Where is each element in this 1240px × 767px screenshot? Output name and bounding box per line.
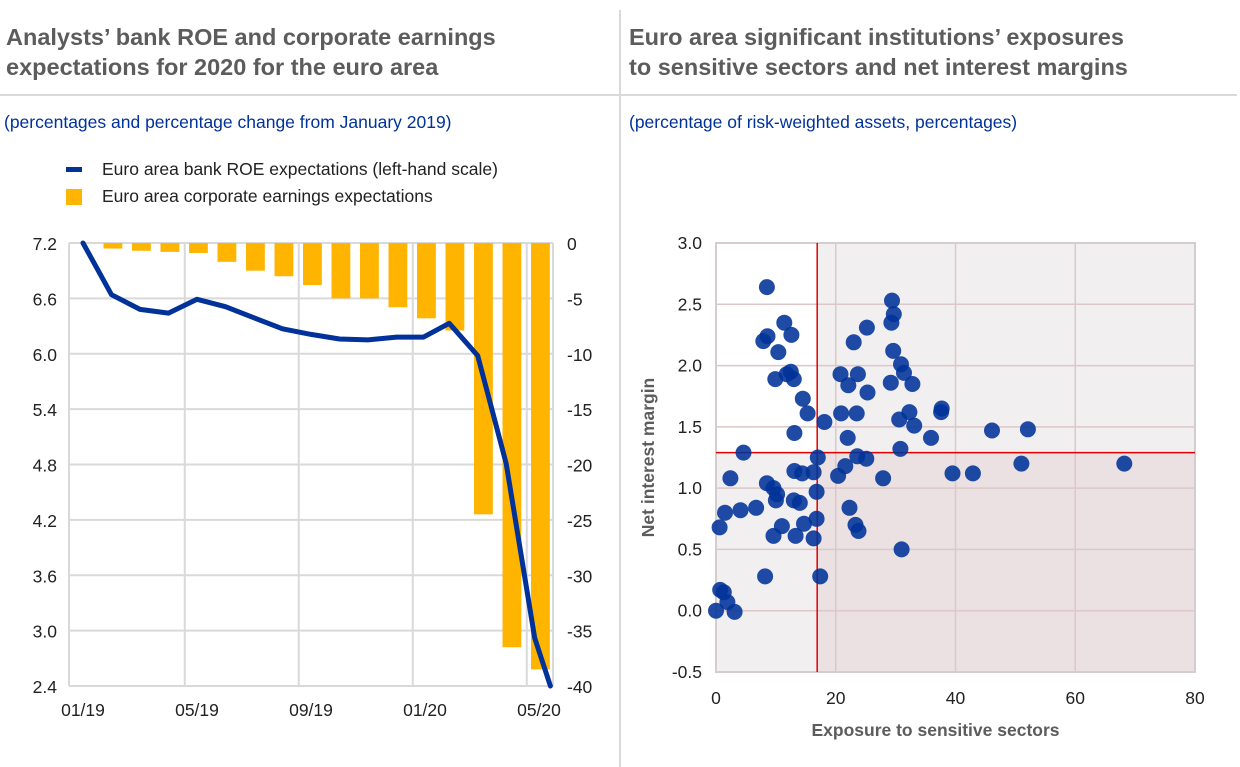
x-axis-tick-label: 01/20 [403,700,447,720]
right-chart-subtitle: (percentage of risk-weighted assets, per… [629,112,1018,132]
right-title-line-1: Euro area significant institutions’ expo… [629,24,1124,50]
earnings-bar [331,243,351,299]
right-axis-tick-label: -35 [567,622,592,642]
earnings-bar [274,243,294,277]
right-axis-tick-label: 0 [567,234,577,254]
panel-divider [619,10,621,767]
left-axis-tick-label: 3.0 [33,622,58,642]
earnings-bar [246,243,265,271]
legend-label-roe: Euro area bank ROE expectations (left-ha… [102,159,498,179]
right-axis-tick-label: -30 [567,566,593,586]
right-axis-tick-label: -20 [567,456,593,476]
left-axis-tick-label: 5.4 [33,400,58,420]
earnings-bar [445,243,465,331]
left-chart-title: Analysts’ bank ROE and corporate earning… [6,22,496,82]
right-axis-tick-label: -10 [567,345,593,365]
earnings-bar [360,243,379,299]
right-axis-tick-label: -15 [567,400,592,420]
earnings-bar [502,243,522,648]
right-title-line-2: to sensitive sectors and net interest ma… [629,54,1128,80]
legend-bar-swatch [66,188,82,205]
left-title-line-2: expectations for 2020 for the euro area [6,54,439,80]
earnings-bar [189,243,208,253]
left-axis-tick-label: 2.4 [33,677,58,697]
earnings-bar [417,243,436,319]
right-chart-title: Euro area significant institutions’ expo… [629,22,1128,82]
left-axis-tick-label: 4.2 [33,511,57,531]
left-chart-legend: Euro area bank ROE expectations (left-ha… [66,156,498,210]
left-chart-subtitle: (percentages and percentage change from … [4,112,452,132]
earnings-bar [388,243,408,308]
legend-label-earnings: Euro area corporate earnings expectation… [102,186,433,206]
legend-item-earnings: Euro area corporate earnings expectation… [66,183,498,210]
earnings-bar [531,243,550,670]
left-chart-panel: Analysts’ bank ROE and corporate earning… [0,22,619,720]
roe-line [80,240,553,689]
legend-line-swatch [66,167,82,172]
right-title-rule [621,94,1237,96]
earnings-bar [103,243,123,249]
left-axis-tick-label: 7.2 [33,234,57,254]
left-axis-tick-label: 4.8 [33,456,57,476]
right-axis-tick-label: -25 [567,511,592,531]
right-axis-tick-label: -40 [567,677,593,697]
x-axis-tick-label: 05/19 [175,700,219,720]
left-axis-tick-label: 6.0 [33,345,58,365]
left-axis-tick-label: 6.6 [33,289,57,309]
earnings-bar [303,243,322,286]
legend-item-roe: Euro area bank ROE expectations (left-ha… [66,156,498,183]
x-axis-tick-label: 01/19 [61,700,105,720]
x-axis-tick-label: 05/20 [517,700,561,720]
left-title-line-1: Analysts’ bank ROE and corporate earning… [6,24,496,50]
left-axis-tick-label: 3.6 [33,566,57,586]
left-chart-plot: 7.2 0 6.6 -5 6.0 -10 5.4 -15 4.8 -20 4.2 -25 3.6 -30 3… [33,234,593,720]
earnings-bar [217,243,237,262]
right-axis-tick-label: -5 [567,289,583,309]
x-axis-tick-label: 09/19 [289,700,333,720]
earnings-bar [160,243,180,252]
right-chart-panel: Euro area significant institutions’ expo… [621,0,1240,767]
earnings-bar [132,243,151,251]
left-title-rule [0,94,619,96]
